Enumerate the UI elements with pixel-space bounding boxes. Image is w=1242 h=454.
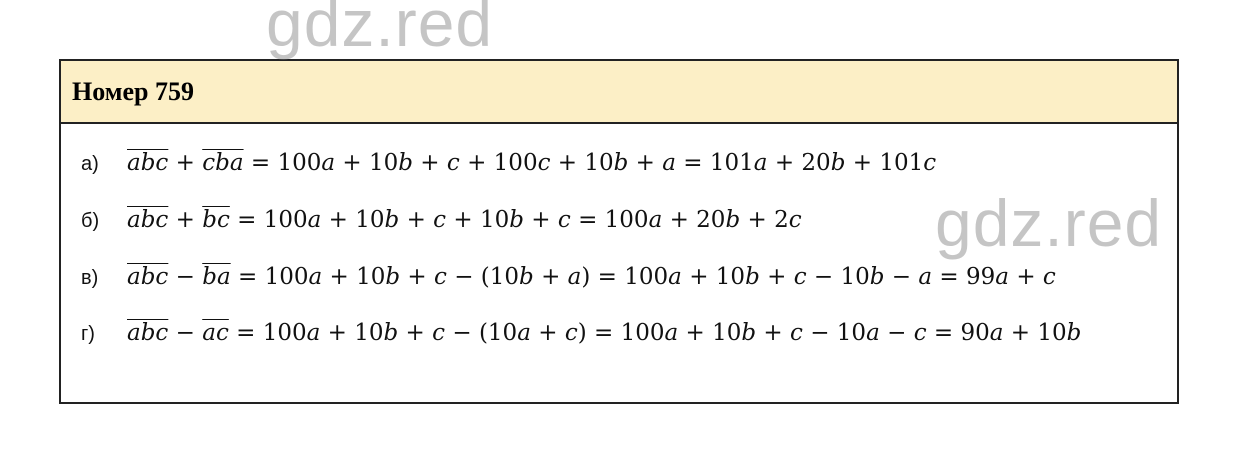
- equation-line: г) abc − ac = 100a + 10b + c − (10a + c) …: [81, 319, 1081, 348]
- overlined-number: abc: [127, 264, 169, 290]
- equation-rhs: = 100a + 10b + c + 10b + c = 100a + 20b …: [229, 207, 802, 233]
- operator: +: [168, 150, 203, 176]
- item-label: в): [81, 267, 99, 289]
- problem-title: Номер 759: [72, 76, 194, 106]
- equation-rhs: = 100a + 10b + c − (10a + c) = 100a + 10…: [228, 320, 1082, 346]
- overlined-number: abc: [127, 320, 169, 346]
- overlined-number: abc: [127, 207, 169, 233]
- overlined-number: cba: [202, 150, 244, 176]
- solution-card: Номер 759 а) abc + cba = 100a + 10b + c +…: [59, 59, 1179, 404]
- overlined-number: ba: [202, 264, 231, 290]
- equation-line: а) abc + cba = 100a + 10b + c + 100c + 10…: [81, 149, 936, 178]
- overlined-number: bc: [202, 207, 230, 233]
- operator: −: [168, 264, 203, 290]
- operator: −: [168, 320, 203, 346]
- watermark-logo: gdz.red: [935, 186, 1163, 260]
- operator: +: [168, 207, 203, 233]
- overlined-number: ac: [202, 320, 229, 346]
- equation-rhs: = 100a + 10b + c − (10b + a) = 100a + 10…: [230, 264, 1056, 290]
- item-label: а): [81, 153, 99, 175]
- overlined-number: abc: [127, 150, 169, 176]
- equation-rhs: = 100a + 10b + c + 100c + 10b + a = 101a…: [243, 150, 937, 176]
- equation: abc − ba = 100a + 10b + c − (10b + a) = …: [127, 263, 1056, 291]
- equation-line: в) abc − ba = 100a + 10b + c − (10b + a) …: [81, 263, 1056, 292]
- equation: abc + cba = 100a + 10b + c + 100c + 10b …: [127, 149, 936, 177]
- item-label: г): [81, 323, 95, 345]
- watermark-logo: gdz.red: [266, 0, 494, 60]
- equation: abc + bc = 100a + 10b + c + 10b + c = 10…: [127, 206, 802, 234]
- equation: abc − ac = 100a + 10b + c − (10a + c) = …: [127, 319, 1081, 347]
- card-header: Номер 759: [61, 61, 1177, 124]
- item-label: б): [81, 210, 100, 232]
- equation-line: б) abc + bc = 100a + 10b + c + 10b + c = …: [81, 206, 802, 235]
